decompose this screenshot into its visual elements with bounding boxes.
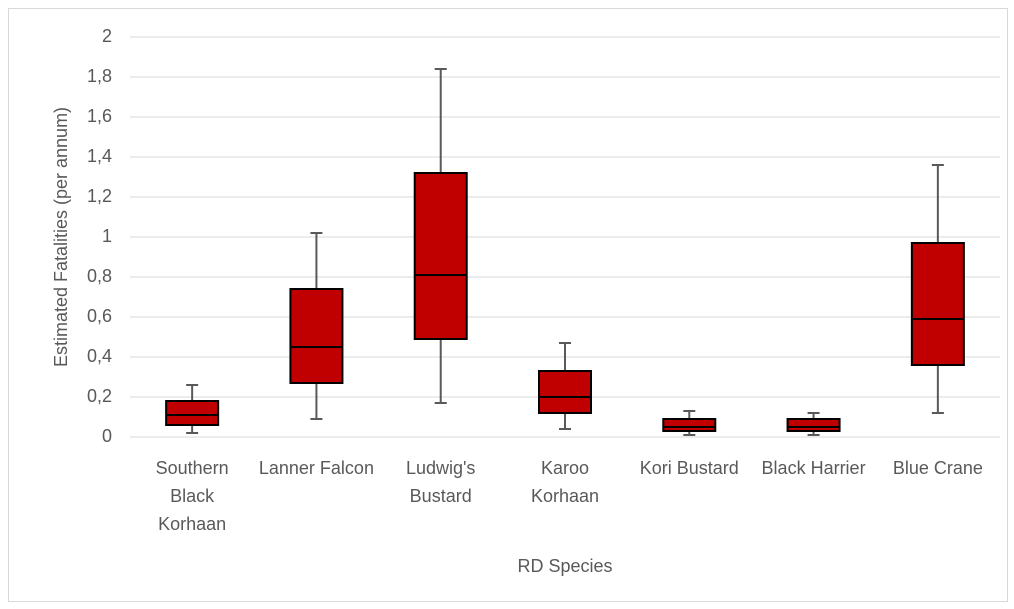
box (413, 172, 468, 340)
x-tick-label: Lanner Falcon (258, 458, 374, 478)
box (538, 370, 592, 414)
x-tick-label: Black Harrier (761, 458, 866, 478)
y-tick-label: 0,2 (87, 386, 112, 406)
y-tick-label: 2 (102, 26, 112, 46)
x-tick-label: Ludwig's Bustard (405, 458, 476, 506)
y-tick-label: 0,8 (87, 266, 112, 286)
y-tick-label: 0,6 (87, 306, 112, 326)
box (289, 288, 344, 384)
x-axis-title: RD Species (517, 556, 612, 576)
y-tick-label: 1,4 (87, 146, 112, 166)
box (662, 418, 717, 432)
y-tick-label: 0,4 (87, 346, 112, 366)
x-tick-label: Karoo Korhaan (530, 458, 600, 506)
y-tick-label: 1,6 (87, 106, 112, 126)
chart-border (8, 8, 1008, 602)
y-tick-label: 0 (102, 426, 112, 446)
y-tick-label: 1,2 (87, 186, 112, 206)
box (786, 418, 841, 432)
y-tick-label: 1,8 (87, 66, 112, 86)
x-tick-label: Kori Bustard (639, 458, 739, 478)
y-tick-label: 1 (102, 226, 112, 246)
x-tick-label: Southern Black Korhaan (155, 458, 229, 534)
box (165, 400, 220, 426)
box (910, 242, 965, 366)
y-axis-title: Estimated Fatalities (per annum) (51, 107, 71, 367)
x-tick-label: Blue Crane (892, 458, 983, 478)
